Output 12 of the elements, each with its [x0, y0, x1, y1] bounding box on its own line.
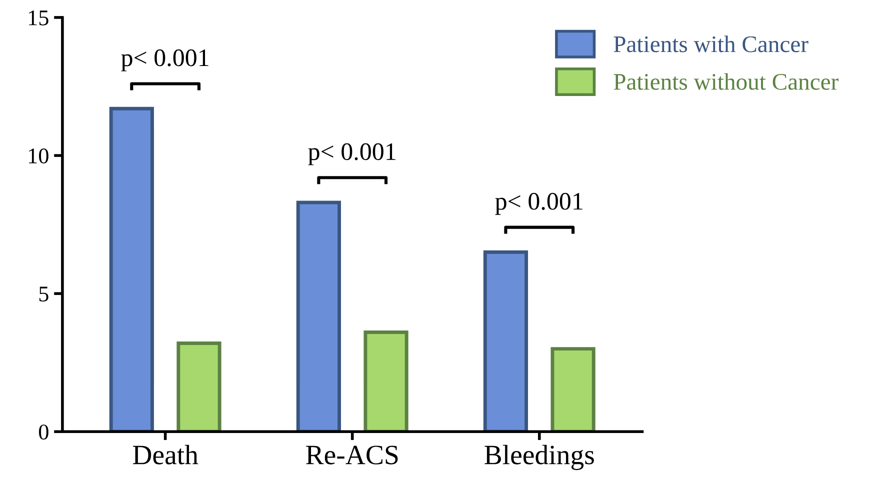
- legend-label: Patients without Cancer: [614, 73, 838, 90]
- x-tick-label: Death: [132, 444, 198, 464]
- annotation: p< 0.001: [495, 192, 582, 215]
- annotation: p< 0.001: [308, 143, 396, 166]
- annotation: p< 0.001: [121, 49, 208, 72]
- x-tick-label: Re-ACS: [306, 446, 398, 464]
- y-tick-label: 10: [28, 148, 48, 164]
- legend-label: Patients with Cancer: [614, 36, 808, 52]
- y-tick-label: 15: [28, 10, 48, 26]
- x-tick-label: Bleedings: [484, 444, 594, 470]
- y-tick-label: 5: [39, 286, 48, 302]
- y-tick-label: 0: [38, 424, 48, 440]
